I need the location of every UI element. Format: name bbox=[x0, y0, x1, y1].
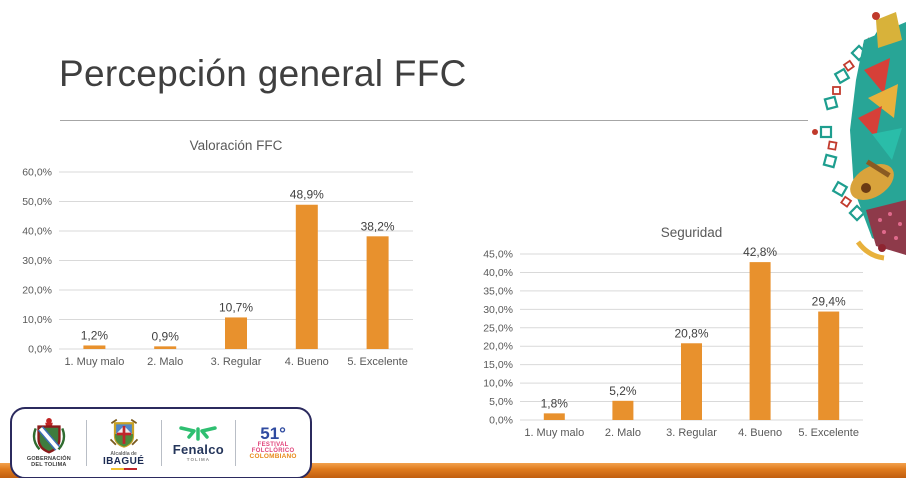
logo-festival-51: 51° FESTIVAL FOLCLÓRICO COLOMBIANO bbox=[236, 425, 310, 461]
y-tick-label: 60,0% bbox=[22, 167, 52, 179]
sponsor-logo-panel: GOBERNACIÓN DEL TOLIMA Alcaldía de IBAGU… bbox=[10, 407, 312, 478]
red-dot bbox=[812, 129, 818, 135]
value-label: 42,8% bbox=[743, 245, 777, 259]
y-tick-label: 45,0% bbox=[483, 249, 513, 261]
logo-gobernacion-tolima: GOBERNACIÓN DEL TOLIMA bbox=[12, 417, 86, 469]
value-label: 0,9% bbox=[152, 329, 180, 343]
guitar-soundhole bbox=[861, 183, 871, 193]
bar-4. Bueno bbox=[749, 262, 771, 420]
value-label: 48,9% bbox=[290, 188, 324, 202]
y-tick-label: 5,0% bbox=[489, 396, 513, 408]
y-tick-label: 25,0% bbox=[483, 322, 513, 334]
bar-2. Malo bbox=[612, 400, 634, 420]
festival-art-illustration bbox=[812, 12, 906, 261]
category-label: 3. Regular bbox=[211, 356, 262, 368]
bar-2. Malo bbox=[154, 346, 177, 349]
y-tick-label: 20,0% bbox=[22, 285, 52, 297]
category-label: 4. Bueno bbox=[738, 427, 782, 439]
value-label: 5,2% bbox=[609, 384, 637, 398]
category-label: 2. Malo bbox=[605, 427, 641, 439]
logo-caption: TOLIMA bbox=[186, 456, 210, 462]
collage-shape bbox=[876, 12, 902, 48]
value-label: 10,7% bbox=[219, 300, 253, 314]
logo-divider bbox=[160, 420, 162, 466]
collage-shape bbox=[866, 200, 906, 255]
y-tick-label: 0,0% bbox=[489, 415, 513, 427]
bar-3. Regular bbox=[681, 343, 702, 420]
seguridad-chart: 0,0% 5,0% 10,0% 15,0% 20,0% 25,0% 30,0% 35,0% 40… bbox=[455, 220, 895, 475]
category-label: 3. Regular bbox=[666, 427, 717, 439]
y-tick-label: 35,0% bbox=[483, 285, 513, 297]
y-tick-label: 40,0% bbox=[22, 226, 52, 238]
category-label: 1. Muy malo bbox=[524, 427, 584, 439]
y-tick-label: 0,0% bbox=[28, 344, 52, 356]
value-label: 38,2% bbox=[361, 219, 395, 233]
valoracion-ffc-chart: 0,0% 10,0% 20,0% 30,0% 40,0% 50,0% 60,0% Valora… bbox=[8, 133, 455, 390]
red-dot bbox=[878, 244, 886, 252]
y-tick-label: 20,0% bbox=[483, 341, 513, 353]
y-tick-label: 30,0% bbox=[22, 255, 52, 267]
dot-pattern bbox=[878, 212, 902, 240]
tolima-crest-icon bbox=[32, 418, 66, 454]
bar-5. Excelente bbox=[818, 311, 840, 420]
y-tick-label: 50,0% bbox=[22, 196, 52, 208]
title-underline bbox=[60, 120, 808, 121]
logo-caption: FESTIVAL bbox=[257, 441, 289, 448]
value-label: 1,8% bbox=[541, 396, 569, 410]
collage-shape bbox=[864, 58, 890, 94]
tricolor-underline bbox=[110, 468, 137, 471]
chart-title: Valoración FFC bbox=[190, 138, 283, 153]
ibague-crest-icon bbox=[109, 418, 138, 448]
logo-caption: IBAGUÉ bbox=[102, 455, 145, 467]
category-label: 1. Muy malo bbox=[64, 356, 124, 368]
y-tick-label: 40,0% bbox=[483, 267, 513, 279]
collage-shape bbox=[868, 84, 898, 118]
bar-1. Muy malo bbox=[543, 413, 565, 420]
logo-caption: Alcaldía de bbox=[110, 450, 137, 457]
category-label: 5. Excelente bbox=[798, 427, 859, 439]
collage-shape bbox=[855, 240, 885, 261]
logo-fenalco: Fenalco TOLIMA bbox=[162, 423, 236, 462]
bar-3. Regular bbox=[225, 317, 247, 349]
y-tick-label: 10,0% bbox=[483, 378, 513, 390]
value-label: 1,2% bbox=[81, 328, 109, 342]
chart-title: Seguridad bbox=[661, 225, 723, 240]
fenalco-wings-icon bbox=[179, 426, 218, 442]
y-tick-label: 30,0% bbox=[483, 304, 513, 316]
bar-chart-svg: 0,0% 10,0% 20,0% 30,0% 40,0% 50,0% 60,0% Valora… bbox=[22, 138, 413, 368]
category-label: 5. Excelente bbox=[347, 356, 408, 368]
guitar-neck bbox=[865, 159, 891, 178]
festival-51-number: 51° bbox=[260, 423, 286, 443]
logo-caption: Fenalco bbox=[172, 442, 224, 458]
logo-caption: FOLCLÓRICO bbox=[251, 448, 295, 455]
bar-5. Excelente bbox=[366, 236, 389, 349]
logo-alcaldia-ibague: Alcaldía de IBAGUÉ bbox=[87, 416, 161, 471]
bar-chart-svg: 0,0% 5,0% 10,0% 15,0% 20,0% 25,0% 30,0% 35,0% 40… bbox=[483, 225, 863, 439]
logo-caption: COLOMBIANO bbox=[249, 453, 297, 461]
logo-divider bbox=[235, 420, 237, 466]
logo-caption: DEL TOLIMA bbox=[31, 462, 67, 468]
logo-divider bbox=[85, 420, 87, 466]
category-label: 4. Bueno bbox=[285, 356, 329, 368]
collage-shape bbox=[872, 128, 902, 160]
collage-shape bbox=[858, 106, 882, 138]
y-tick-label: 15,0% bbox=[483, 359, 513, 371]
category-label: 2. Malo bbox=[147, 356, 183, 368]
red-dot bbox=[872, 12, 880, 20]
value-label: 20,8% bbox=[674, 326, 708, 340]
value-label: 29,4% bbox=[812, 295, 846, 309]
bar-1. Muy malo bbox=[83, 345, 106, 349]
page-title: Percepción general FFC bbox=[59, 53, 467, 94]
logo-caption: GOBERNACIÓN bbox=[26, 456, 71, 463]
bar-4. Bueno bbox=[295, 204, 318, 349]
y-tick-label: 10,0% bbox=[22, 314, 52, 326]
